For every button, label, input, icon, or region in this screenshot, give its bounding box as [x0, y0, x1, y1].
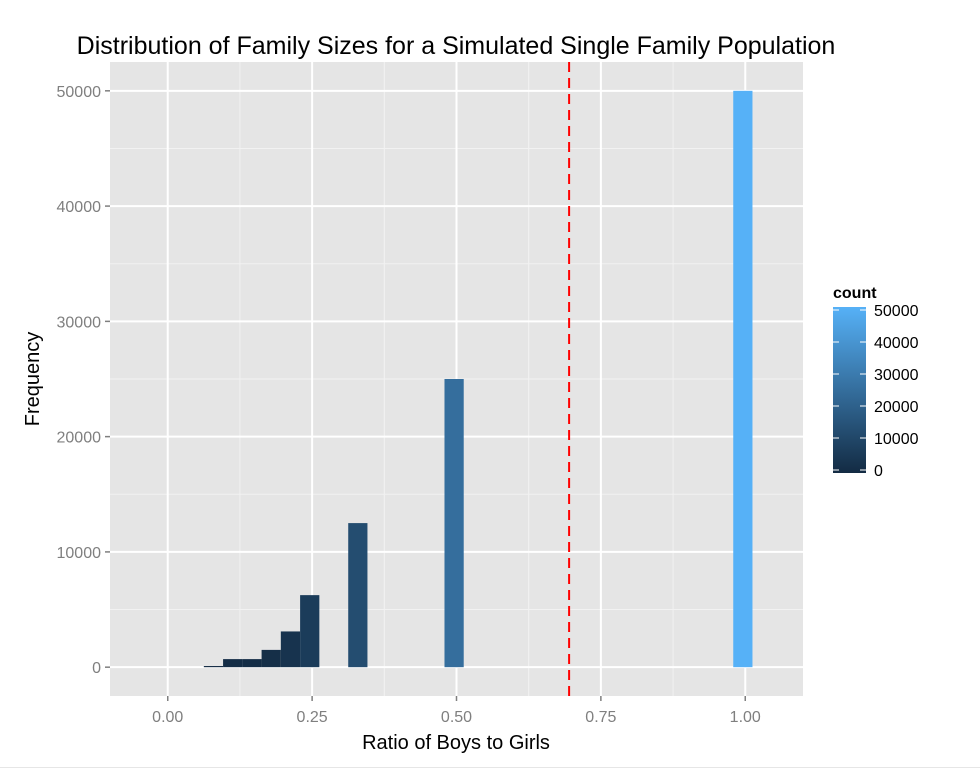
histogram-bar: [242, 659, 262, 668]
y-tick-label: 20000: [57, 430, 102, 447]
x-tick-label: 0.00: [152, 709, 183, 726]
y-tick-label: 10000: [57, 545, 102, 562]
y-tick-label: 0: [92, 660, 101, 677]
histogram-bar: [348, 523, 368, 668]
x-tick-label: 0.25: [297, 709, 328, 726]
legend-tick-label: 0: [874, 463, 883, 480]
x-tick-label: 0.75: [585, 709, 616, 726]
legend-title: count: [833, 285, 877, 302]
x-tick-label: 1.00: [730, 709, 761, 726]
histogram-bar: [280, 631, 301, 668]
legend-tick-label: 10000: [874, 431, 919, 448]
y-tick-label: 30000: [57, 314, 102, 331]
histogram-bar: [300, 595, 320, 668]
bottom-divider: [0, 767, 980, 768]
histogram-bar: [261, 649, 281, 668]
y-tick-label: 50000: [57, 84, 102, 101]
histogram-bar: [733, 90, 753, 668]
y-tick-label: 40000: [57, 199, 102, 216]
x-axis-title: Ratio of Boys to Girls: [362, 732, 550, 754]
legend-color-bar: [833, 307, 866, 473]
legend-tick-label: 50000: [874, 303, 919, 320]
y-axis-ticks: 0 10000 20000 30000 40000 50000: [57, 84, 110, 677]
legend-tick-label: 20000: [874, 399, 919, 416]
y-axis-title: Frequency: [22, 332, 44, 427]
color-legend: count 0 10000 20000 30000 40000 50000: [833, 285, 919, 480]
legend-tick-label: 30000: [874, 367, 919, 384]
x-tick-label: 0.50: [441, 709, 472, 726]
chart-title: Distribution of Family Sizes for a Simul…: [77, 32, 836, 60]
legend-ticks: 0 10000 20000 30000 40000 50000: [833, 303, 919, 480]
legend-tick-label: 40000: [874, 335, 919, 352]
x-axis-ticks: 0.00 0.25 0.50 0.75 1.00: [152, 696, 761, 726]
histogram-bar: [223, 659, 243, 668]
histogram-bar: [444, 379, 464, 668]
histogram-bar: [203, 666, 224, 668]
histogram-bars: [203, 90, 753, 668]
